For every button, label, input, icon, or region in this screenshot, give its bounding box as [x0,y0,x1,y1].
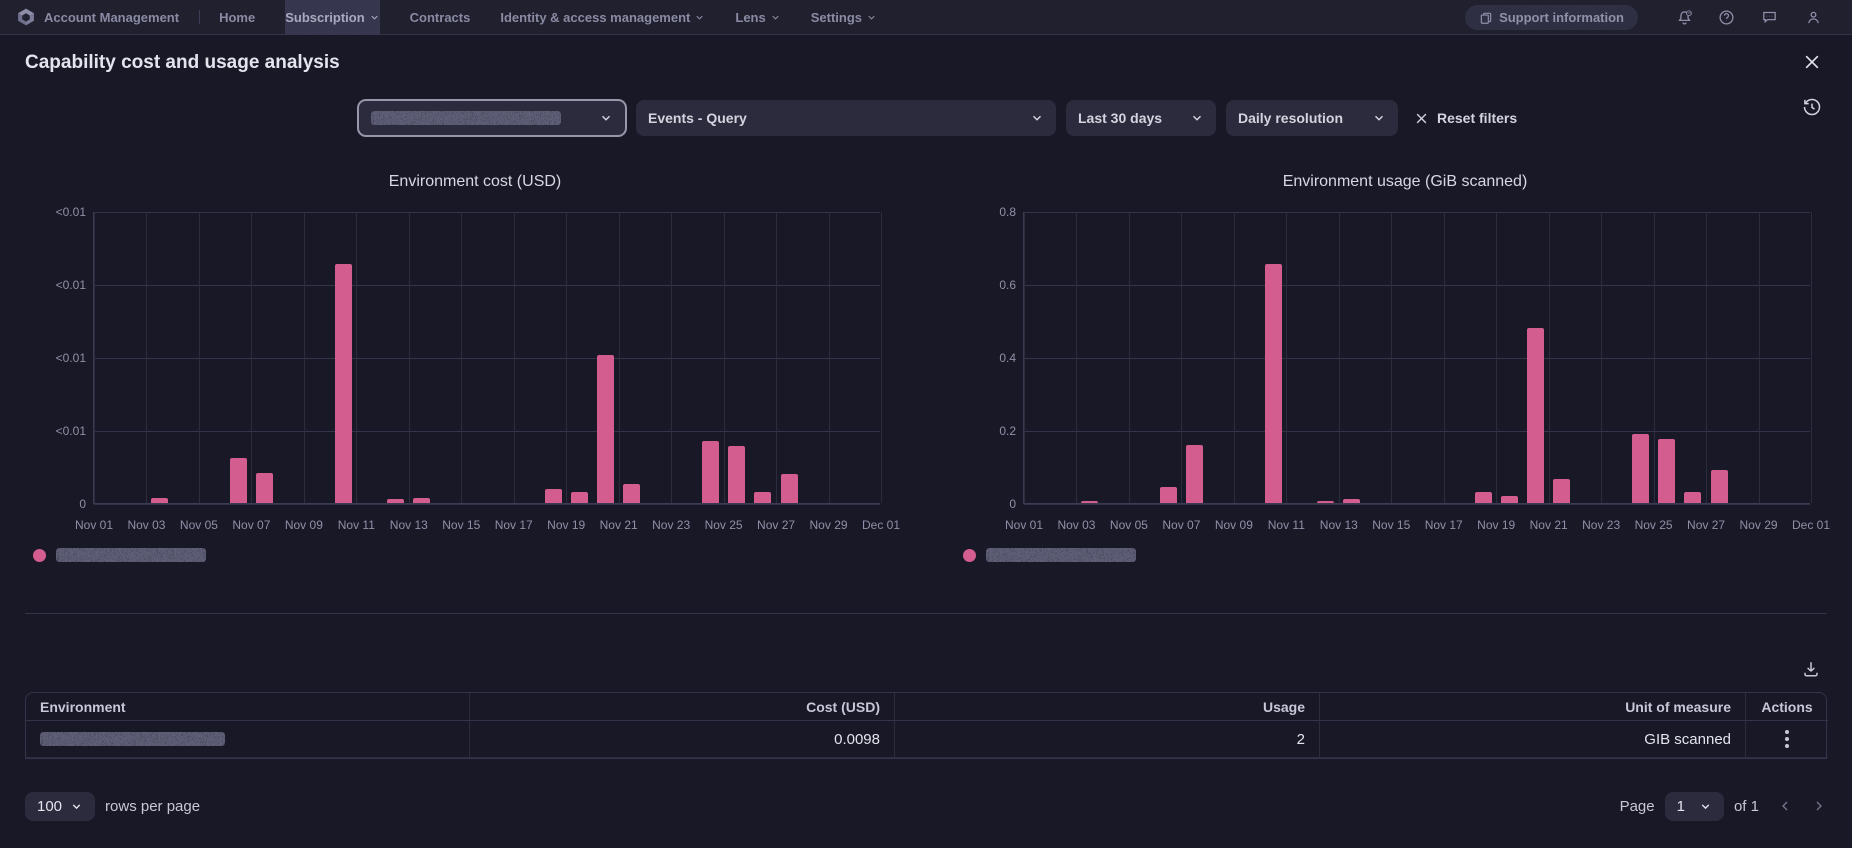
svg-text:10: 10 [1687,11,1691,15]
